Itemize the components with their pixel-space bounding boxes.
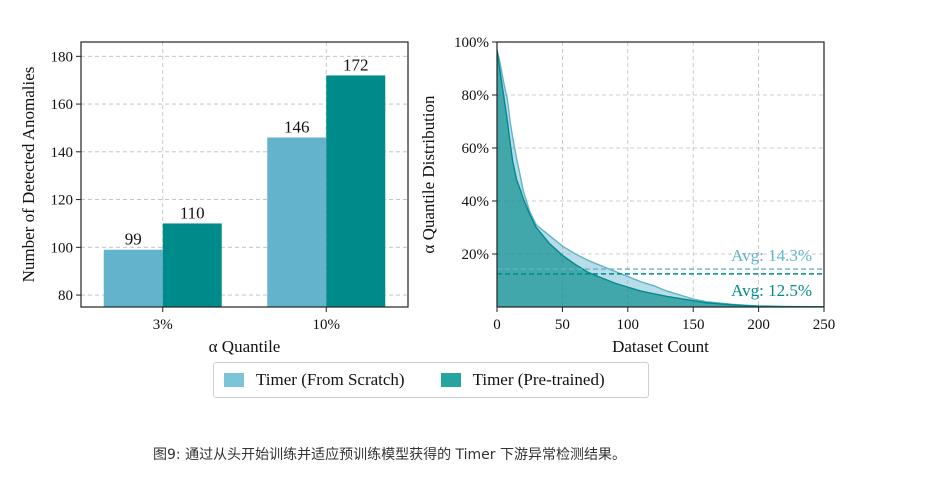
bar-chart-bars xyxy=(103,75,386,307)
bar-ytick-label-0: 80 xyxy=(58,288,73,304)
bar-0-0 xyxy=(103,249,163,307)
area-chart-average-lines: Avg: 14.3% Avg: 12.5% xyxy=(497,246,824,300)
bar-value-label-0-1: 146 xyxy=(284,117,310,136)
area-chart-quantile-distribution: Avg: 14.3% Avg: 12.5% 0 50 100 150 200 250 20% 4… xyxy=(419,35,835,356)
area-ytick-label-4: 100% xyxy=(454,35,489,51)
area-xtick-label-2: 100 xyxy=(617,317,640,333)
bar-chart-value-labels: 99 146 110 172 xyxy=(125,55,369,248)
legend-label-from-scratch: Timer (From Scratch) xyxy=(256,370,405,389)
figure-caption: 图9: 通过从头开始训练并适应预训练模型获得的 Timer 下游异常检测结果。 xyxy=(153,447,626,463)
bar-1-1 xyxy=(326,75,386,307)
area-xtick-label-1: 50 xyxy=(555,317,570,333)
area-ytick-label-3: 80% xyxy=(462,88,490,104)
bar-ytick-label-4: 160 xyxy=(51,97,74,113)
avg-label-1: Avg: 12.5% xyxy=(731,281,812,300)
legend-label-pre-trained: Timer (Pre-trained) xyxy=(472,370,605,389)
bar-0-1 xyxy=(267,137,327,307)
legend: Timer (From Scratch) Timer (Pre-trained) xyxy=(213,362,649,398)
legend-swatch-from-scratch xyxy=(224,373,244,387)
area-line-1 xyxy=(497,49,824,307)
bar-chart-frame xyxy=(80,41,409,308)
area-xtick-label-0: 0 xyxy=(493,317,501,333)
area-xtick-label-5: 250 xyxy=(813,317,836,333)
bar-value-label-0-0: 99 xyxy=(125,230,142,249)
area-ytick-label-1: 40% xyxy=(462,194,490,210)
area-chart-frame xyxy=(496,41,825,308)
bar-1-0 xyxy=(162,223,222,307)
legend-item-pre-trained: Timer (Pre-trained) xyxy=(440,370,605,390)
area-chart-xlabel: Dataset Count xyxy=(612,337,709,356)
bar-chart-ticks: 80 100 120 140 160 180 3% 10% xyxy=(51,49,341,333)
area-ytick-label-0: 20% xyxy=(462,247,490,263)
area-ytick-label-2: 60% xyxy=(462,141,490,157)
area-xtick-label-4: 200 xyxy=(747,317,770,333)
bar-chart-anomalies: 99 146 110 172 80 100 120 140 160 180 3% 10% α Qua… xyxy=(19,41,409,356)
area-chart-ticks: 0 50 100 150 200 250 20% 40% 60% 80% 100% xyxy=(454,35,835,333)
legend-item-from-scratch: Timer (From Scratch) xyxy=(224,370,405,390)
bar-xtick-label-1: 10% xyxy=(313,317,341,333)
area-chart-series xyxy=(497,49,824,307)
bar-ytick-label-2: 120 xyxy=(51,193,74,209)
bar-ytick-label-5: 180 xyxy=(51,49,74,65)
bar-ytick-label-1: 100 xyxy=(51,240,74,256)
bar-value-label-1-0: 110 xyxy=(180,203,205,222)
bar-ytick-label-3: 140 xyxy=(51,145,74,161)
bar-xtick-label-0: 3% xyxy=(153,317,173,333)
avg-label-0: Avg: 14.3% xyxy=(731,246,812,265)
bar-value-label-1-1: 172 xyxy=(343,55,369,74)
area-xtick-label-3: 150 xyxy=(682,317,705,333)
legend-swatch-pre-trained xyxy=(440,373,461,387)
bar-chart-ylabel: Number of Detected Anomalies xyxy=(19,67,38,283)
bar-chart-xlabel: α Quantile xyxy=(209,337,281,356)
area-fill-1 xyxy=(497,49,824,307)
area-chart-ylabel: α Quantile Distribution xyxy=(419,95,438,254)
